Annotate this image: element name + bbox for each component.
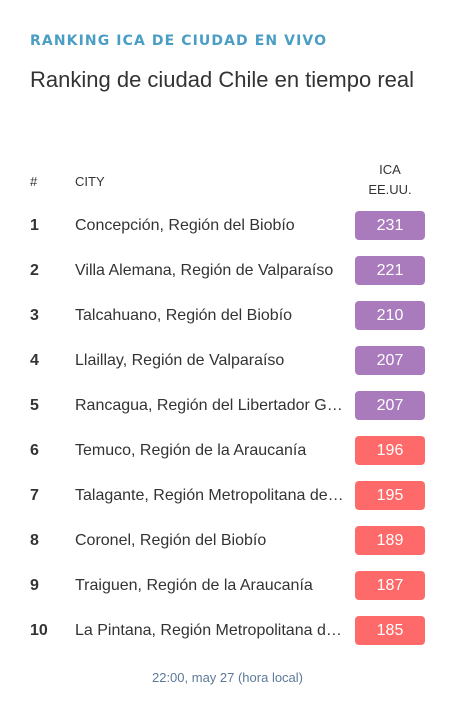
column-header-aqi-line1: ICA bbox=[379, 162, 401, 177]
row-city-link[interactable]: Traiguen, Región de la Araucanía bbox=[75, 577, 313, 594]
row-city-link[interactable]: Talagante, Región Metropolitana de Santi… bbox=[75, 487, 347, 504]
column-header-city: CITY bbox=[75, 174, 105, 189]
row-city-link[interactable]: La Pintana, Región Metropolitana de Sant… bbox=[75, 622, 347, 639]
table-header: # CITY ICA EE.UU. bbox=[0, 158, 455, 204]
column-header-rank: # bbox=[30, 174, 38, 189]
aqi-badge: 195 bbox=[355, 481, 425, 510]
table-row[interactable]: 6 Temuco, Región de la Araucanía 196 bbox=[0, 429, 455, 474]
aqi-badge: 207 bbox=[355, 346, 425, 375]
row-rank: 7 bbox=[30, 487, 39, 504]
table-row[interactable]: 10 La Pintana, Región Metropolitana de S… bbox=[0, 609, 455, 654]
row-rank: 5 bbox=[30, 397, 39, 414]
row-city-link[interactable]: Concepción, Región del Biobío bbox=[75, 217, 295, 234]
aqi-badge: 185 bbox=[355, 616, 425, 645]
aqi-badge: 221 bbox=[355, 256, 425, 285]
table-row[interactable]: 4 Llaillay, Región de Valparaíso 207 bbox=[0, 339, 455, 384]
row-city-link[interactable]: Villa Alemana, Región de Valparaíso bbox=[75, 262, 334, 279]
row-city-link[interactable]: Talcahuano, Región del Biobío bbox=[75, 307, 293, 324]
row-city-link[interactable]: Coronel, Región del Biobío bbox=[75, 532, 267, 549]
update-timestamp: 22:00, may 27 (hora local) bbox=[151, 670, 304, 685]
row-rank: 1 bbox=[30, 217, 39, 234]
row-rank: 8 bbox=[30, 532, 39, 549]
row-city-link[interactable]: Rancagua, Región del Libertador General … bbox=[75, 397, 347, 414]
row-rank: 10 bbox=[30, 622, 48, 639]
row-rank: 6 bbox=[30, 442, 39, 459]
row-rank: 4 bbox=[30, 352, 39, 369]
section-eyebrow: RANKING ICA DE CIUDAD EN VIVO bbox=[30, 33, 328, 49]
row-city-link[interactable]: Llaillay, Región de Valparaíso bbox=[75, 352, 285, 369]
page-title: Ranking de ciudad Chile en tiempo real bbox=[30, 67, 415, 92]
table-row[interactable]: 7 Talagante, Región Metropolitana de San… bbox=[0, 474, 455, 519]
ranking-list: 1 Concepción, Región del Biobío 231 2 Vi… bbox=[0, 204, 455, 654]
row-city-link[interactable]: Temuco, Región de la Araucanía bbox=[75, 442, 307, 459]
aqi-badge: 187 bbox=[355, 571, 425, 600]
row-rank: 3 bbox=[30, 307, 39, 324]
row-rank: 2 bbox=[30, 262, 39, 279]
column-header-aqi-line2: EE.UU. bbox=[368, 182, 412, 197]
table-row[interactable]: 5 Rancagua, Región del Libertador Genera… bbox=[0, 384, 455, 429]
table-row[interactable]: 1 Concepción, Región del Biobío 231 bbox=[0, 204, 455, 249]
table-row[interactable]: 3 Talcahuano, Región del Biobío 210 bbox=[0, 294, 455, 339]
table-row[interactable]: 9 Traiguen, Región de la Araucanía 187 bbox=[0, 564, 455, 609]
aqi-badge: 189 bbox=[355, 526, 425, 555]
table-row[interactable]: 8 Coronel, Región del Biobío 189 bbox=[0, 519, 455, 564]
column-header-aqi: ICA EE.UU. bbox=[355, 160, 425, 200]
aqi-badge: 231 bbox=[355, 211, 425, 240]
table-row[interactable]: 2 Villa Alemana, Región de Valparaíso 22… bbox=[0, 249, 455, 294]
row-rank: 9 bbox=[30, 577, 39, 594]
aqi-badge: 207 bbox=[355, 391, 425, 420]
aqi-badge: 210 bbox=[355, 301, 425, 330]
aqi-badge: 196 bbox=[355, 436, 425, 465]
